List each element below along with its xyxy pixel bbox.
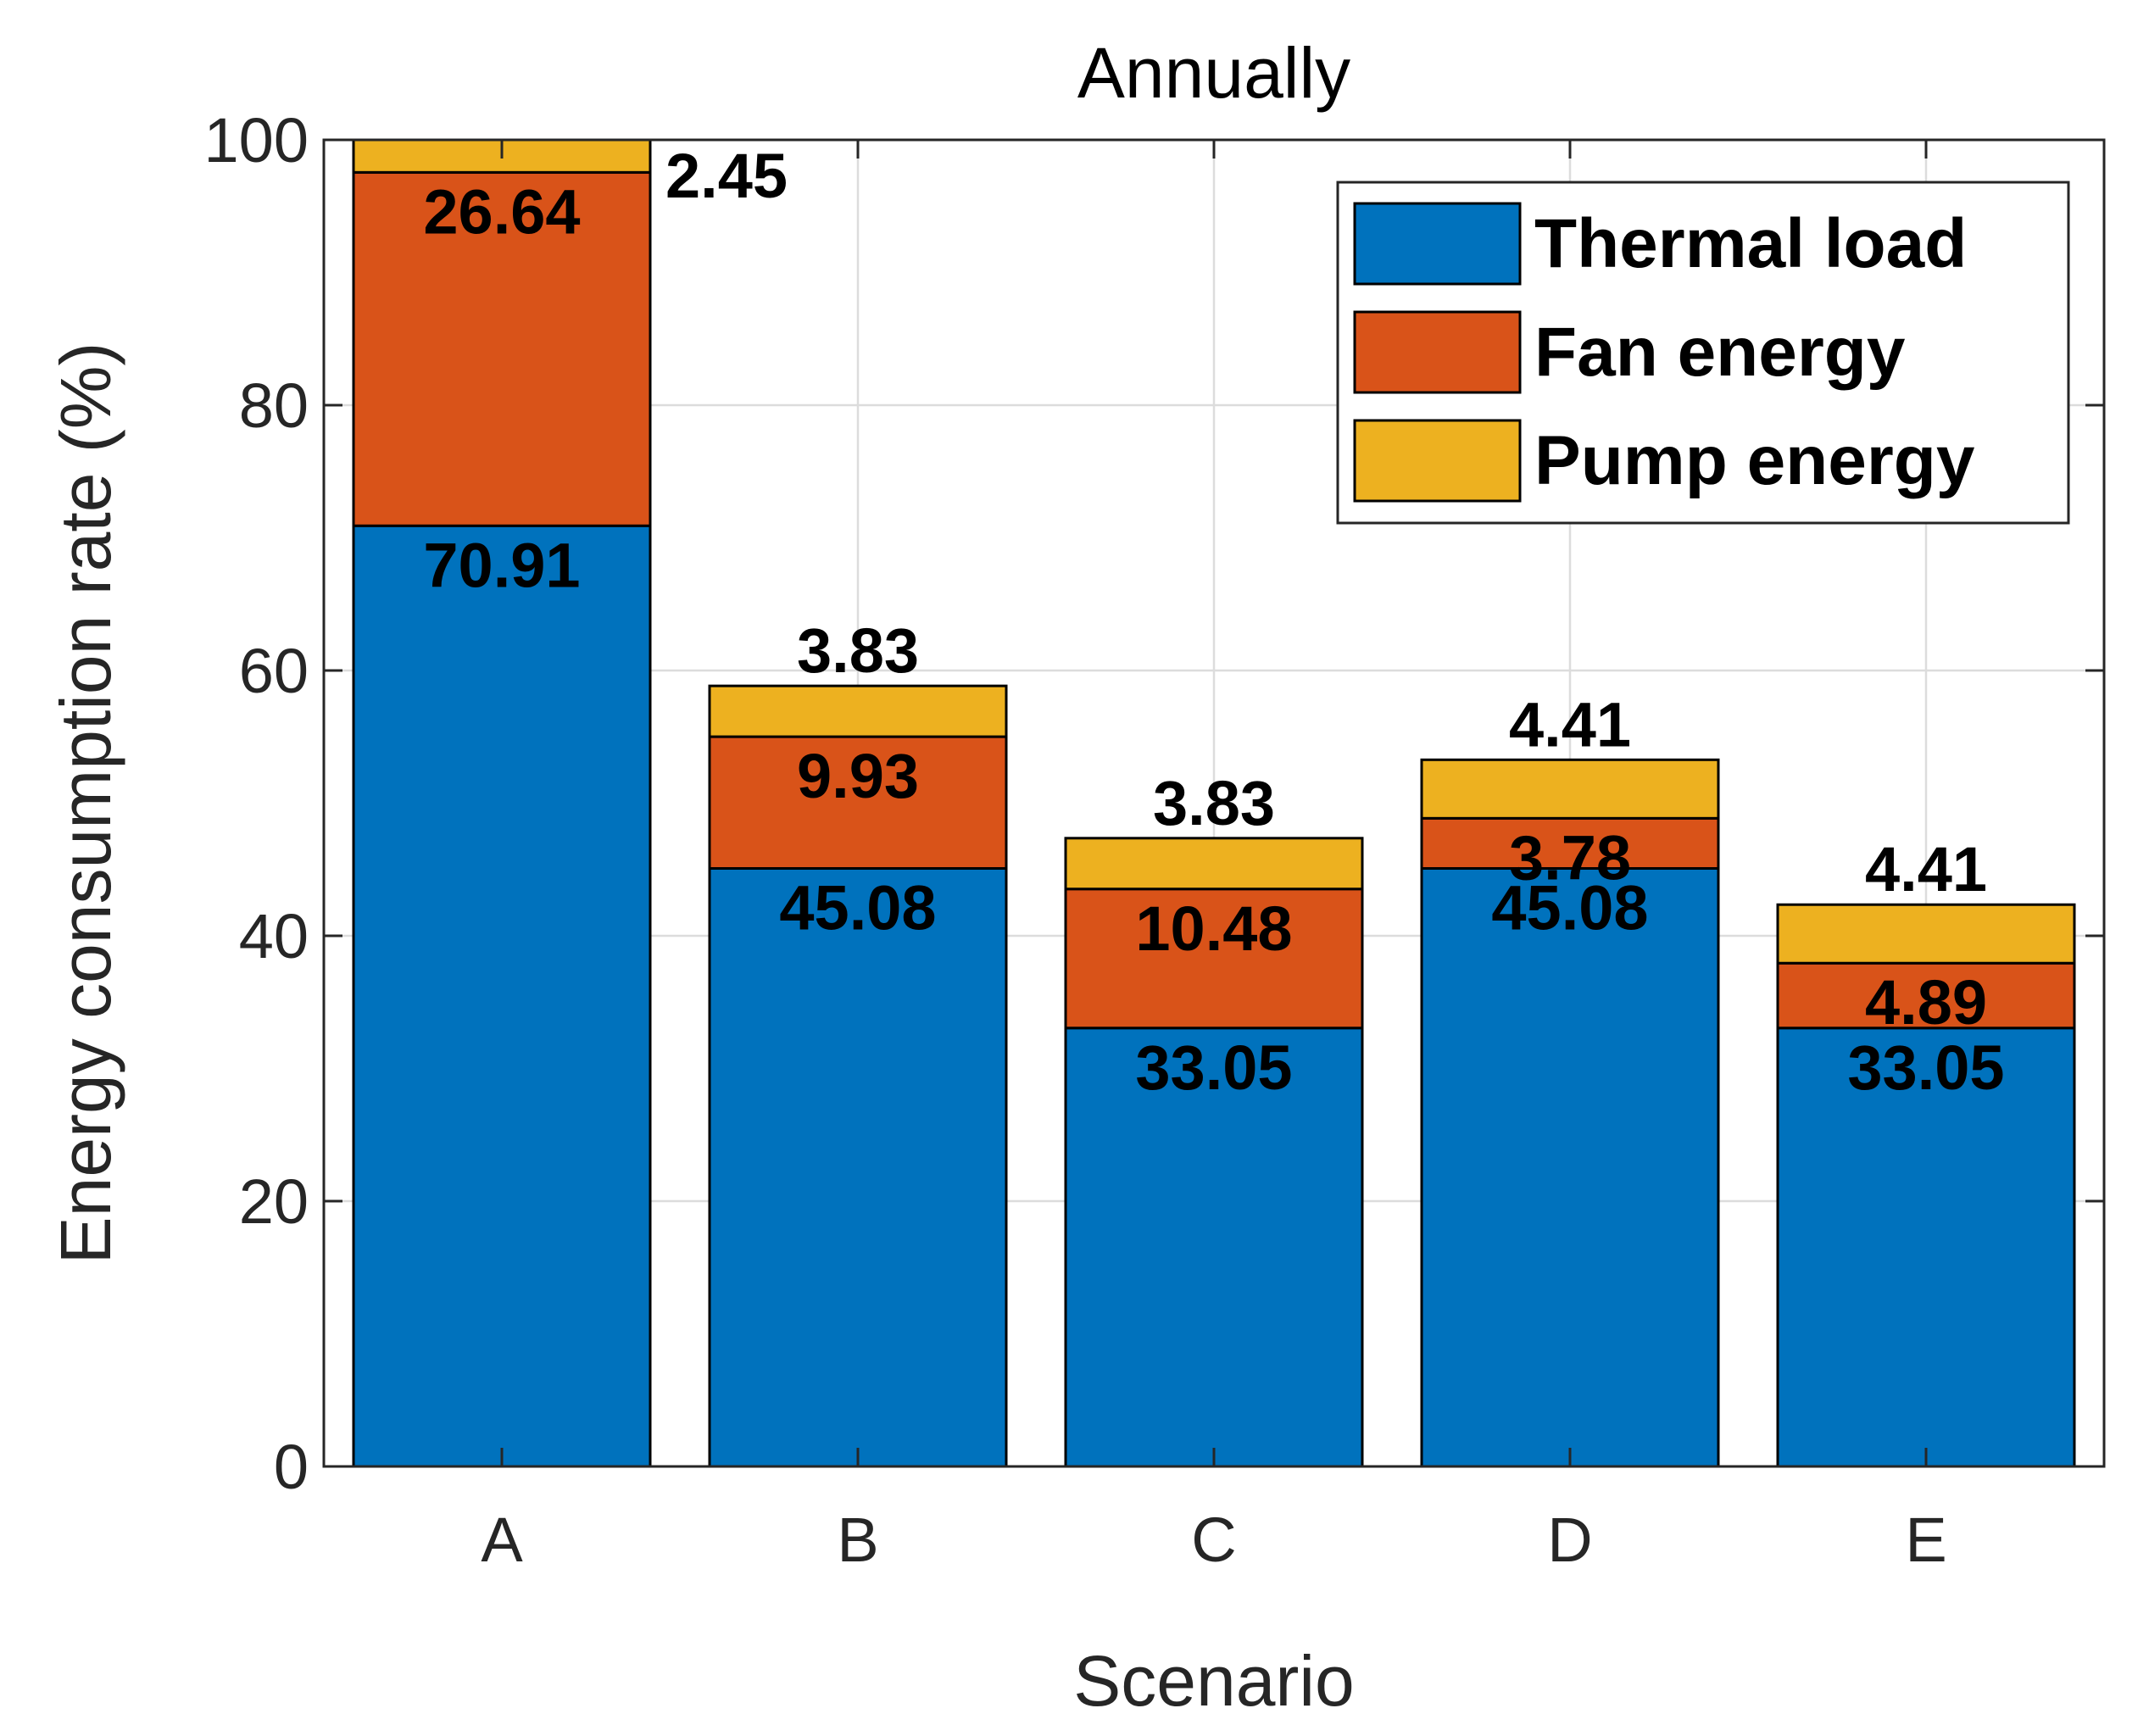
x-tick-label: E bbox=[1905, 1505, 1946, 1575]
axis-ticks: 0 20 40 60 80 100 A B C D E bbox=[204, 105, 2104, 1575]
data-label: 45.08 bbox=[779, 872, 936, 943]
x-tick-label: C bbox=[1191, 1505, 1236, 1575]
data-labels: 70.91 26.64 2.45 45.08 9.93 3.83 33.05 10.48 3.8… bbox=[423, 141, 2004, 1103]
legend-entry: Thermal load bbox=[1534, 205, 1967, 282]
y-tick-label: 80 bbox=[239, 370, 309, 441]
bar-segment bbox=[1064, 1027, 1364, 1468]
legend-entry: Pump energy bbox=[1534, 422, 1975, 499]
bar-segment bbox=[1064, 887, 1364, 1030]
y-tick-label: 60 bbox=[239, 636, 309, 706]
x-tick-label: A bbox=[481, 1505, 523, 1575]
data-label: 3.78 bbox=[1509, 822, 1631, 893]
data-label: 4.41 bbox=[1509, 689, 1631, 760]
bar-segment bbox=[1420, 816, 1720, 870]
legend-swatch bbox=[1353, 310, 1522, 394]
y-tick-label: 40 bbox=[239, 901, 309, 971]
x-axis-label: Scenario bbox=[1073, 1641, 1355, 1721]
y-axis-label: Energy consumption rate (%) bbox=[46, 342, 125, 1265]
y-tick-label: 20 bbox=[239, 1166, 309, 1237]
bar-segment bbox=[1064, 837, 1364, 891]
data-label: 2.45 bbox=[665, 141, 788, 211]
data-label: 33.05 bbox=[1847, 1032, 2004, 1103]
bar-segment bbox=[1776, 903, 2076, 965]
legend-entry: Fan energy bbox=[1534, 314, 1906, 391]
data-label: 33.05 bbox=[1135, 1032, 1292, 1103]
data-label: 3.83 bbox=[797, 615, 919, 686]
legend: Thermal load Fan energy Pump energy bbox=[1336, 181, 2070, 525]
data-label: 26.64 bbox=[423, 176, 580, 247]
legend-swatch bbox=[1353, 419, 1522, 503]
bar-segment bbox=[1420, 758, 1720, 820]
bar-segment bbox=[708, 735, 1008, 870]
y-tick-label: 100 bbox=[204, 105, 309, 175]
bar-segment bbox=[708, 866, 1008, 1468]
legend-swatch bbox=[1353, 202, 1522, 286]
y-tick-label: 0 bbox=[274, 1432, 309, 1502]
bar-segment bbox=[352, 170, 652, 527]
data-label: 4.41 bbox=[1865, 834, 1987, 904]
data-label: 10.48 bbox=[1135, 893, 1292, 964]
bar-segment bbox=[1420, 866, 1720, 1468]
x-tick-label: D bbox=[1547, 1505, 1592, 1575]
bar-segment bbox=[708, 684, 1008, 738]
data-label: 4.89 bbox=[1865, 967, 1987, 1038]
data-label: 70.91 bbox=[423, 530, 580, 600]
x-tick-label: B bbox=[837, 1505, 878, 1575]
bar-segment bbox=[352, 524, 652, 1468]
bar-segment bbox=[1776, 1027, 2076, 1468]
bars bbox=[352, 138, 2076, 1468]
data-label: 45.08 bbox=[1491, 872, 1648, 943]
data-label: 9.93 bbox=[797, 741, 919, 811]
data-label: 3.83 bbox=[1153, 768, 1275, 838]
chart-title: Annually bbox=[1077, 33, 1350, 113]
